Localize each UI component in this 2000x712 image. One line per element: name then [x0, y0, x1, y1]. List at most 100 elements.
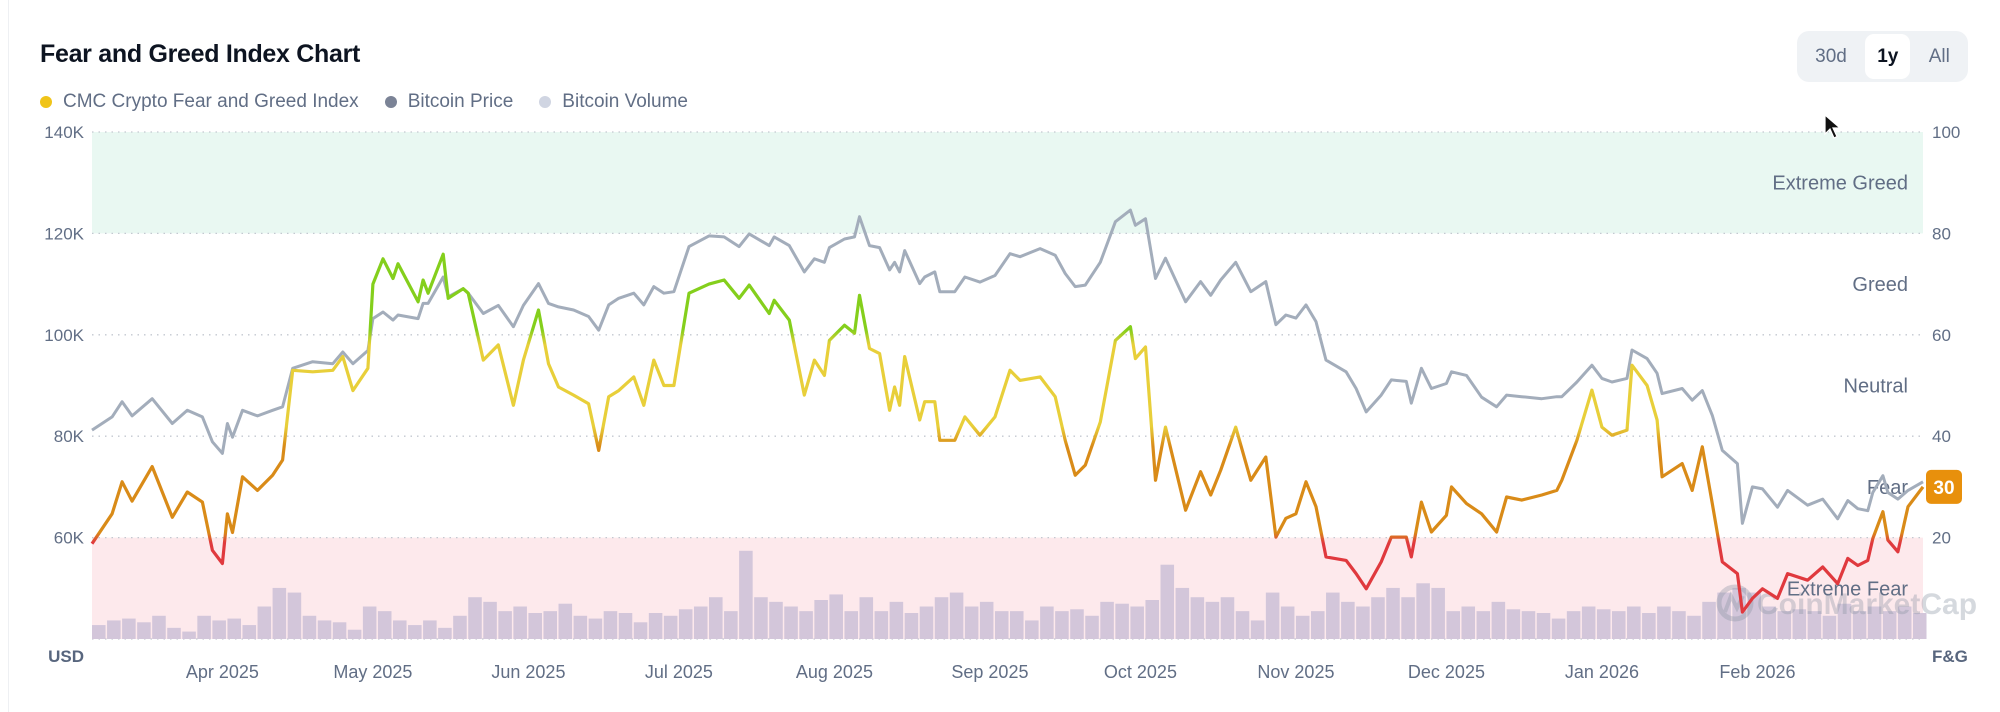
volume-bar — [1401, 597, 1415, 639]
volume-bar — [739, 550, 753, 639]
volume-bar — [678, 609, 693, 639]
volume-bar — [1295, 615, 1310, 639]
legend-item-bitcoin-price[interactable]: Bitcoin Price — [384, 91, 513, 113]
volume-bar — [1491, 601, 1506, 639]
volume-bar — [889, 601, 904, 639]
volume-bar — [1010, 611, 1024, 639]
left-axis-tick-label: 140K — [44, 123, 84, 142]
volume-bar — [1747, 592, 1761, 639]
volume-bar — [874, 611, 889, 639]
legend-label: CMC Crypto Fear and Greed Index — [63, 91, 359, 112]
volume-bar — [377, 611, 392, 639]
zone-label: Extreme Fear — [1787, 578, 1908, 600]
svg-text:CoinMarketCap: CoinMarketCap — [1757, 588, 1977, 621]
legend-item-fear-greed[interactable]: CMC Crypto Fear and Greed Index — [40, 91, 359, 113]
fear-greed-index-line — [90, 252, 1925, 614]
x-axis-tick-label: Apr 2025 — [186, 662, 259, 682]
zone-band — [92, 132, 1923, 234]
x-axis-tick-label: Oct 2025 — [1104, 662, 1177, 682]
volume-bar — [979, 601, 994, 639]
volume-bar — [1431, 587, 1445, 639]
volume-bar — [1852, 611, 1867, 639]
volume-bar — [603, 611, 618, 639]
volume-bar — [1386, 587, 1400, 639]
volume-bar — [347, 629, 362, 639]
range-30d-button[interactable]: 30d — [1815, 46, 1847, 67]
volume-bar — [573, 615, 588, 639]
volume-bar — [724, 611, 738, 639]
volume-bar — [1190, 597, 1205, 639]
volume-bar — [242, 625, 257, 639]
volume-bar — [558, 603, 573, 639]
volume-bar — [1115, 603, 1129, 639]
volume-bar — [137, 622, 151, 639]
volume-bar — [257, 606, 272, 639]
volume-bar — [1356, 606, 1370, 639]
time-range-selector: 30d 1y All — [1797, 31, 1968, 82]
volume-bar — [1867, 606, 1882, 639]
volume-bar — [438, 627, 452, 639]
left-axis-label: USD — [48, 647, 84, 666]
volume-bar — [167, 627, 181, 639]
volume-bar — [1371, 597, 1385, 639]
x-axis-tick-label: Sep 2025 — [951, 662, 1028, 682]
volume-bar — [1235, 611, 1250, 639]
volume-bar — [934, 597, 949, 639]
volume-bar — [814, 599, 828, 639]
volume-bar — [1250, 620, 1265, 639]
volume-bar — [1672, 611, 1686, 639]
volume-bar — [1040, 606, 1054, 639]
volume-bar — [1025, 620, 1039, 639]
x-axis-tick-label: Jan 2026 — [1565, 662, 1639, 682]
volume-bar — [1717, 592, 1731, 639]
volume-bar — [994, 611, 1009, 639]
volume-bar — [693, 606, 708, 639]
volume-bar — [1506, 609, 1521, 639]
volume-bar — [1536, 612, 1551, 639]
volume-bar — [648, 612, 663, 639]
volume-bar — [1732, 587, 1746, 639]
volume-bar — [1657, 606, 1671, 639]
volume-bar — [1055, 611, 1069, 639]
x-axis-tick-label: Feb 2026 — [1719, 662, 1795, 682]
volume-bar — [1822, 615, 1837, 639]
volume-bar — [1596, 609, 1611, 639]
volume-bar — [468, 597, 482, 639]
left-axis-tick-label: 120K — [44, 224, 84, 243]
volume-bar — [122, 618, 136, 639]
volume-bar — [1461, 606, 1476, 639]
left-axis-tick-label: 80K — [54, 427, 85, 446]
right-axis-tick-label: 60 — [1932, 326, 1951, 345]
volume-bar — [1897, 606, 1912, 639]
right-axis-label: F&G — [1932, 647, 1968, 666]
volume-bar — [1642, 612, 1656, 639]
volume-bar — [1280, 606, 1295, 639]
volume-bar — [182, 631, 196, 639]
volume-bar — [663, 615, 678, 639]
volume-bar — [1205, 601, 1220, 639]
legend-item-bitcoin-volume[interactable]: Bitcoin Volume — [539, 91, 688, 113]
coinmarketcap-watermark: CoinMarketCap — [1716, 584, 1977, 622]
volume-bar — [1310, 611, 1325, 639]
volume-bar — [362, 606, 377, 639]
legend-label: Bitcoin Volume — [562, 91, 688, 112]
volume-bar — [272, 587, 287, 639]
volume-bar — [1521, 611, 1536, 639]
legend-dot-icon — [539, 96, 552, 108]
legend-dot-icon — [384, 96, 397, 108]
volume-bar — [844, 611, 859, 639]
x-axis-tick-label: Jul 2025 — [645, 662, 713, 682]
page-title: Fear and Greed Index Chart — [40, 40, 361, 68]
volume-bar — [423, 620, 437, 639]
volume-bar — [709, 597, 723, 639]
volume-bar — [1265, 592, 1280, 639]
volume-bar — [949, 592, 964, 639]
badge-value: 30 — [1933, 478, 1954, 499]
volume-bar — [1581, 606, 1596, 639]
volume-bar — [152, 615, 166, 639]
range-1y-button[interactable]: 1y — [1865, 34, 1911, 79]
range-all-button[interactable]: All — [1928, 46, 1950, 67]
volume-bar — [799, 611, 813, 639]
right-axis-tick-label: 100 — [1932, 123, 1960, 142]
volume-bar — [332, 622, 347, 639]
